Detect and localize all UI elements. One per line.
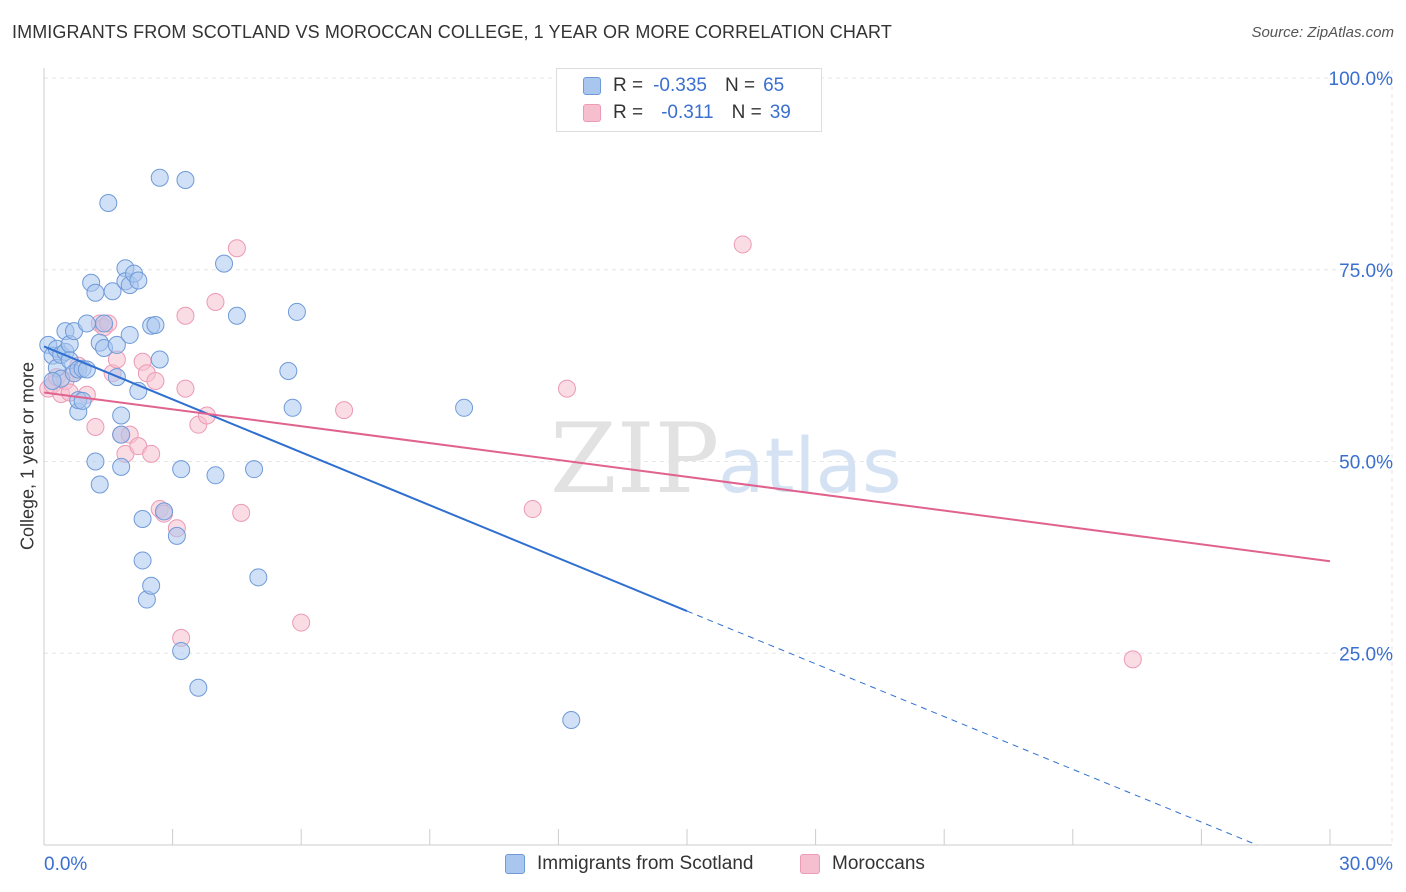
legend-r-label: R = <box>613 102 644 123</box>
legend-row-moroccan: R = -0.311 N = 39 <box>583 101 791 125</box>
scotland-point <box>86 452 105 471</box>
scotland-point <box>155 502 174 521</box>
scotland-point <box>455 398 474 417</box>
moroccan-point <box>86 417 105 436</box>
scotland-trend-line <box>43 345 688 612</box>
axes <box>43 68 1392 846</box>
tick-labels: 100.0% 75.0% 50.0% 25.0% 0.0% 30.0% <box>44 69 1393 875</box>
moroccan-point <box>1123 650 1142 669</box>
scotland-point <box>77 314 96 333</box>
scotland-point <box>227 306 246 325</box>
moroccan-point <box>557 379 576 398</box>
scotland-point <box>112 425 131 444</box>
legend-r-moroccan: -0.311 <box>661 102 714 123</box>
scotland-point <box>120 325 139 344</box>
x-tick-label: 0.0% <box>44 854 87 875</box>
legend-n-scotland: 65 <box>763 75 785 96</box>
scotland-point <box>189 678 208 697</box>
x-tick-label: 30.0% <box>1339 854 1393 875</box>
watermark-zip: ZIP <box>550 403 719 515</box>
bottom-legend-scotland: Immigrants from Scotland <box>505 852 753 876</box>
scotland-point <box>245 460 264 479</box>
legend-row-scotland: R = -0.335 N = 65 <box>583 74 784 98</box>
y-tick-label: 75.0% <box>1339 261 1393 282</box>
moroccan-point <box>733 235 752 254</box>
legend-n-label: N = <box>731 102 762 123</box>
scotland-point <box>43 371 62 390</box>
y-tick-label: 50.0% <box>1339 453 1393 474</box>
legend-n-moroccan: 39 <box>769 102 791 123</box>
scotland-point <box>287 302 306 321</box>
scotland-point <box>279 361 298 380</box>
scotland-point <box>249 568 268 587</box>
watermark: ZIP atlas <box>550 403 902 515</box>
trend-lines <box>43 345 1331 846</box>
scotland-point <box>103 282 122 301</box>
moroccan-point <box>227 239 246 258</box>
moroccan-point <box>142 444 161 463</box>
scotland-point <box>112 457 131 476</box>
legend-swatch-moroccan <box>583 104 601 122</box>
bottom-legend-moroccan: Moroccans <box>800 852 925 876</box>
scotland-point <box>133 551 152 570</box>
scotland-point <box>107 335 126 354</box>
scotland-point <box>95 314 114 333</box>
legend-r-label: R = <box>613 75 644 96</box>
scotland-point <box>283 398 302 417</box>
y-tick-label: 25.0% <box>1339 644 1393 665</box>
scotland-point <box>562 710 581 729</box>
y-tick-label: 100.0% <box>1329 69 1394 90</box>
scotland-point <box>172 641 191 660</box>
moroccan-point <box>146 371 165 390</box>
legend-r-scotland: -0.335 <box>653 75 707 96</box>
scotland-point <box>142 576 161 595</box>
source-attribution: Source: ZipAtlas.com <box>1251 24 1394 41</box>
moroccan-point <box>292 613 311 632</box>
scotland-point <box>73 391 92 410</box>
bottom-legend-swatch-scotland <box>505 854 525 874</box>
y-axis-label: College, 1 year or more <box>17 361 38 551</box>
moroccan-point <box>335 401 354 420</box>
scotland-point <box>176 171 195 190</box>
scotland-point <box>172 460 191 479</box>
moroccan-point <box>232 503 251 522</box>
bottom-legend-swatch-moroccan <box>800 854 820 874</box>
moroccan-point <box>176 379 195 398</box>
scotland-point <box>86 283 105 302</box>
scotland-trend-extension <box>686 610 1258 846</box>
moroccan-trend-line <box>43 391 1331 563</box>
scotland-point <box>215 254 234 273</box>
legend-box: R = -0.335 N = 65 R = -0.311 N = 39 <box>556 68 822 132</box>
moroccan-point <box>176 306 195 325</box>
bottom-legend-label-scotland: Immigrants from Scotland <box>537 853 754 874</box>
moroccan-point <box>523 500 542 519</box>
scotland-point <box>150 350 169 369</box>
scotland-point <box>150 168 169 187</box>
scotland-point <box>90 475 109 494</box>
scotland-point <box>133 510 152 529</box>
scotland-point <box>206 466 225 485</box>
bottom-legend-label-moroccan: Moroccans <box>832 853 925 874</box>
watermark-atlas: atlas <box>718 421 902 510</box>
scotland-point <box>112 406 131 425</box>
scotland-point <box>99 194 118 213</box>
scotland-point <box>129 271 148 290</box>
legend-n-label: N = <box>724 75 756 96</box>
legend-swatch-scotland <box>583 77 601 95</box>
moroccan-point <box>206 292 225 311</box>
scotland-point <box>167 526 186 545</box>
chart-title: IMMIGRANTS FROM SCOTLAND VS MOROCCAN COL… <box>12 22 892 42</box>
scotland-point <box>146 315 165 334</box>
